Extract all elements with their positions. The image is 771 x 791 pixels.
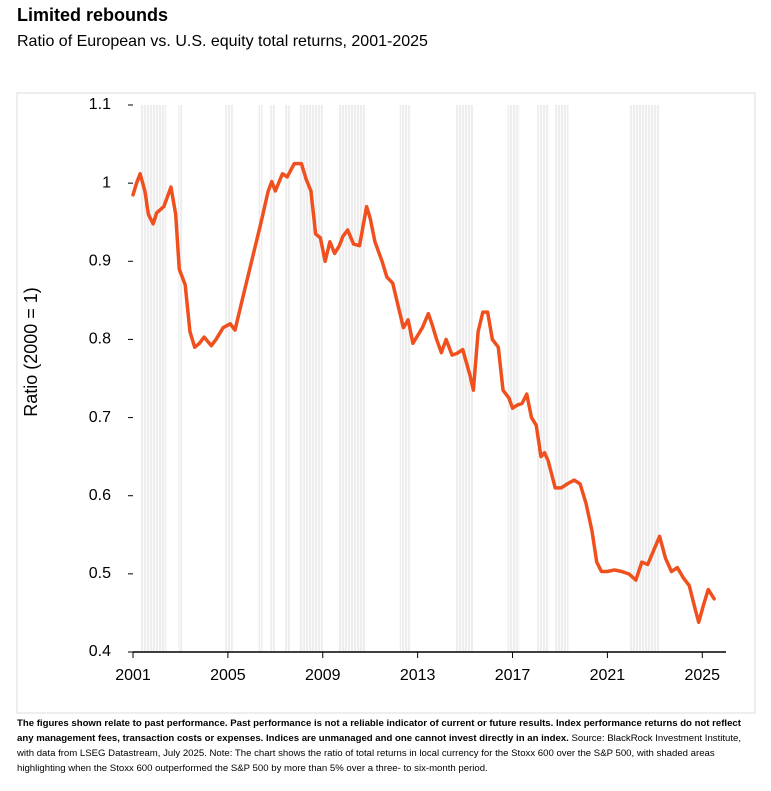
y-tick-label: 0.5 — [89, 565, 111, 582]
y-tick-label: 0.9 — [89, 253, 111, 270]
shaded-period — [507, 105, 520, 652]
y-tick-label: 0.7 — [89, 409, 111, 426]
shaded-period — [629, 105, 660, 652]
y-tick-label: 1 — [102, 174, 111, 191]
shaded-period — [555, 105, 569, 652]
y-axis-label: Ratio (2000 = 1) — [21, 287, 41, 417]
x-tick-label: 2013 — [400, 667, 436, 684]
shaded-period — [258, 105, 263, 652]
x-tick-label: 2021 — [590, 667, 626, 684]
shaded-period — [178, 105, 183, 652]
x-tick-label: 2001 — [115, 667, 151, 684]
chart-subtitle: Ratio of European vs. U.S. equity total … — [17, 33, 428, 50]
shaded-period — [399, 105, 411, 652]
footnote-bold: The figures shown relate to past perform… — [17, 718, 741, 744]
x-tick-label: 2005 — [210, 667, 246, 684]
footnote-text: Source: BlackRock Investment Institute, … — [17, 733, 742, 774]
shaded-period — [455, 105, 474, 652]
shaded-period — [537, 105, 550, 652]
footnote: The figures shown relate to past perform… — [17, 716, 757, 776]
shaded-period — [299, 105, 323, 652]
x-tick-label: 2025 — [684, 667, 720, 684]
chart-frame — [16, 92, 756, 714]
y-tick-label: 0.6 — [89, 487, 111, 504]
chart: Limited rebounds Ratio of European vs. U… — [16, 5, 756, 714]
ratio-line — [131, 161, 716, 625]
chart-title: Limited rebounds — [17, 5, 168, 25]
x-tick-label: 2017 — [495, 667, 531, 684]
shaded-period — [338, 105, 366, 652]
shaded-period — [284, 105, 290, 652]
y-tick-label: 1.1 — [89, 96, 111, 113]
y-tick-label: 0.4 — [89, 643, 111, 660]
shaded-period — [225, 105, 233, 652]
shaded-period — [270, 105, 276, 652]
x-tick-label: 2009 — [305, 667, 341, 684]
y-tick-label: 0.8 — [89, 331, 111, 348]
